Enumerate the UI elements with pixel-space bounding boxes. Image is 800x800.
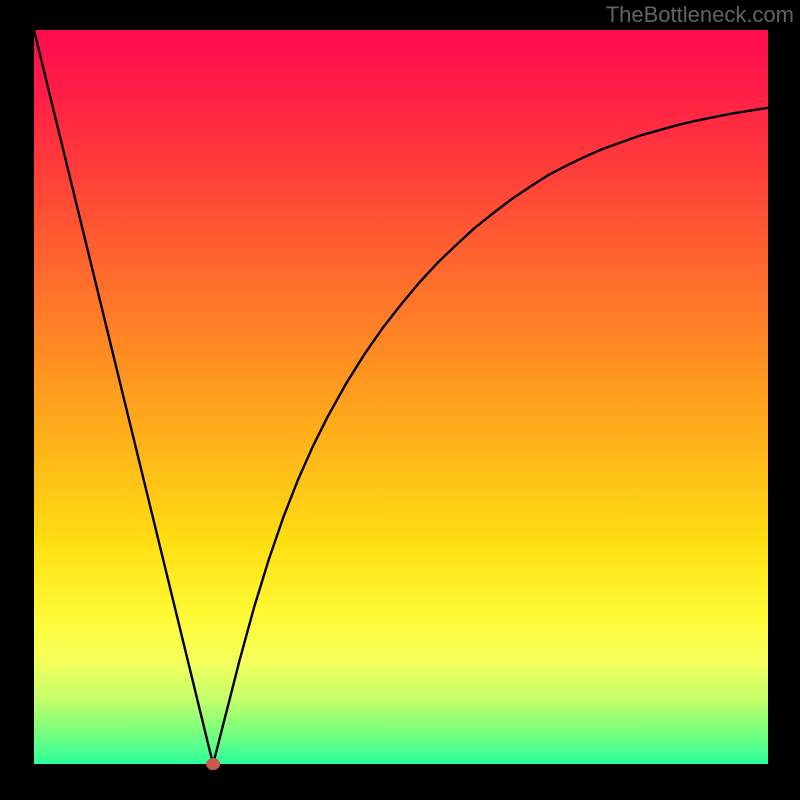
plot-background: [34, 30, 768, 764]
chart-canvas: [0, 0, 800, 800]
min-marker: [206, 758, 220, 770]
chart-container: TheBottleneck.com: [0, 0, 800, 800]
